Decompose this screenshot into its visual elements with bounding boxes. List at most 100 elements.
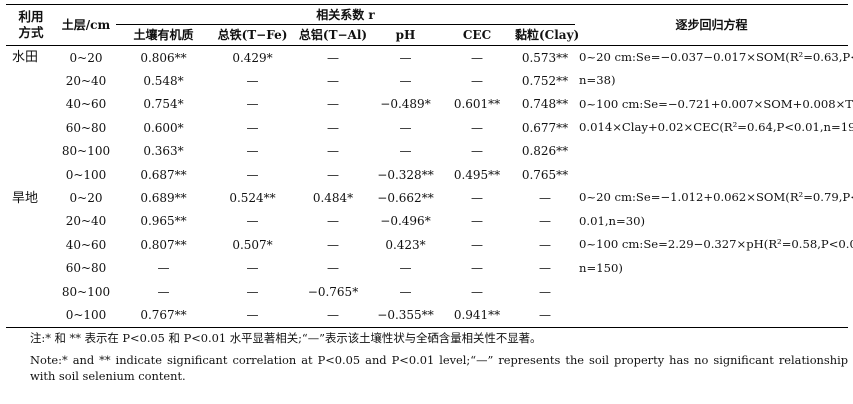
value-cell: 0.965** xyxy=(140,214,187,229)
value-cell: — xyxy=(471,120,483,135)
value-cell: — xyxy=(327,261,339,276)
header-col-clay: 黏粒(Clay) xyxy=(515,24,579,46)
value-cell: — xyxy=(327,167,339,182)
value-cell: 0.767** xyxy=(116,303,211,328)
value-cell: — xyxy=(539,191,551,206)
value-cell: — xyxy=(539,284,551,299)
layer-cell: 0~100 xyxy=(65,167,107,182)
value-cell: — xyxy=(327,214,339,229)
table-row: 80~100 — — −0.765* — — — xyxy=(6,280,848,303)
table-row: 20~40 0.965** — — −0.496* — — xyxy=(6,210,848,233)
header-layer: 土层/cm xyxy=(56,4,116,46)
value-cell: 0.601** xyxy=(453,97,501,112)
equation-line: 0~100 cm:Se=2.29−0.327×pH(R²=0.58,P<0.01… xyxy=(579,237,853,252)
value-cell: 0.495** xyxy=(453,167,501,182)
value-cell: — xyxy=(399,284,412,299)
value-cell: — xyxy=(471,74,483,89)
table-row: 40~60 0.807** 0.507* — 0.423* — — xyxy=(6,233,848,256)
value-cell: 0.548* xyxy=(143,74,184,89)
value-cell: — xyxy=(399,74,412,89)
value-cell: −0.489* xyxy=(380,97,431,112)
value-cell: 0.423* xyxy=(385,237,426,252)
value-cell: — xyxy=(471,214,483,229)
layer-cell: 0~20 xyxy=(69,50,103,65)
value-cell: 0.573** xyxy=(521,50,569,65)
layer-cell: 80~100 xyxy=(61,144,111,159)
use-label-dryland: 旱地 xyxy=(12,190,39,206)
equation-line: 0~100 cm:Se=−0.721+0.007×SOM+0.008×T−Fe+ xyxy=(579,96,853,111)
correlation-table-container: 利用方式 土层/cm 相关系数 r 逐步回归方程 土壤有机质 总铁(T−Fe) … xyxy=(6,4,853,328)
value-cell: 0.748** xyxy=(521,97,569,112)
value-cell: — xyxy=(246,284,259,299)
table-row: 旱地 0~20 0.689** 0.524** 0.484* −0.662** … xyxy=(6,186,853,274)
value-cell: — xyxy=(327,144,339,159)
table-row: 60~80 0.600* — — — — 0.677** xyxy=(6,116,848,139)
value-cell: — xyxy=(471,50,483,65)
layer-cell: 40~60 xyxy=(65,97,107,112)
value-cell: — xyxy=(399,261,412,276)
value-cell: 0.754* xyxy=(143,97,184,112)
value-cell: — xyxy=(327,97,339,112)
note-english: Note:* and ** indicate significant corre… xyxy=(30,353,848,383)
equation-line: n=38) xyxy=(579,73,616,88)
header-col-tal: 总铝(T−Al) xyxy=(294,24,372,46)
value-cell: 0.524** xyxy=(229,191,276,206)
value-cell: — xyxy=(399,50,412,65)
value-cell: −0.765* xyxy=(307,284,359,299)
table-row: 0~100 0.767** — — −0.355** 0.941** — xyxy=(6,303,849,328)
value-cell: 0.600* xyxy=(143,120,184,135)
value-cell: 0.507* xyxy=(232,237,273,252)
value-cell: — xyxy=(471,237,483,252)
equation-line: 0~20 cm:Se=−0.037−0.017×SOM(R²=0.63,P<0.… xyxy=(579,50,853,64)
value-cell: — xyxy=(327,120,339,135)
value-cell: — xyxy=(294,303,372,328)
value-cell: — xyxy=(246,74,259,89)
value-cell: — xyxy=(539,237,551,252)
value-cell: 0.807** xyxy=(140,237,187,252)
value-cell: — xyxy=(539,214,551,229)
table-row: 40~60 0.754* — — −0.489* 0.601** 0.748** xyxy=(6,93,848,116)
value-cell: −0.355** xyxy=(372,303,439,328)
value-cell: — xyxy=(515,303,576,328)
value-cell: — xyxy=(471,191,483,206)
equation-line: 0.01,n=30) xyxy=(579,213,645,228)
table-row: 80~100 0.363* — — — — 0.826** xyxy=(6,140,848,163)
value-cell: — xyxy=(157,261,170,276)
value-cell: — xyxy=(471,284,483,299)
regression-equations-paddy: 0~20 cm:Se=−0.037−0.017×SOM(R²=0.63,P<0.… xyxy=(575,46,853,187)
value-cell: 0.363* xyxy=(143,144,184,159)
value-cell: 0.752** xyxy=(521,74,569,89)
table-row: 水田 0~20 0.806** 0.429* — — — 0.573** 0~2… xyxy=(6,46,853,134)
header-regression: 逐步回归方程 xyxy=(575,4,849,46)
value-cell: — xyxy=(246,97,259,112)
regression-equations-dryland: 0~20 cm:Se=−1.012+0.062×SOM(R²=0.79,P< 0… xyxy=(575,186,853,327)
table-row: 20~40 0.548* — — — — 0.752** xyxy=(6,69,848,92)
table-row: 0~100 0.687** — — −0.328** 0.495** 0.765… xyxy=(6,163,848,186)
layer-cell: 80~100 xyxy=(61,284,111,299)
value-cell: 0.765** xyxy=(521,167,569,182)
equation-line: 0~20 cm:Se=−1.012+0.062×SOM(R²=0.79,P< xyxy=(579,190,853,205)
value-cell: — xyxy=(399,120,412,135)
value-cell: — xyxy=(399,144,412,159)
header-col-som: 土壤有机质 xyxy=(116,24,211,46)
value-cell: — xyxy=(246,167,259,182)
equation-line: n=150) xyxy=(579,260,623,275)
table-notes: 注:* 和 ** 表示在 P<0.05 和 P<0.01 水平显著相关;“—”表… xyxy=(30,330,848,384)
value-cell: — xyxy=(157,284,170,299)
value-cell: −0.662** xyxy=(377,191,434,206)
use-label-paddy: 水田 xyxy=(12,50,39,66)
layer-cell: 60~80 xyxy=(65,120,107,135)
value-cell: 0.484* xyxy=(312,191,354,206)
header-col-cec: CEC xyxy=(439,24,515,46)
value-cell: 0.429* xyxy=(232,50,273,65)
value-cell: — xyxy=(539,261,551,276)
value-cell: — xyxy=(246,144,259,159)
value-cell: −0.496* xyxy=(380,214,431,229)
value-cell: −0.328** xyxy=(377,167,434,182)
value-cell: — xyxy=(246,214,259,229)
layer-cell: 20~40 xyxy=(65,214,107,229)
value-cell: — xyxy=(211,303,294,328)
equation-line: 0.014×Clay+0.02×CEC(R²=0.64,P<0.01,n=190… xyxy=(579,120,853,135)
layer-cell: 60~80 xyxy=(65,261,107,276)
value-cell: — xyxy=(246,120,259,135)
